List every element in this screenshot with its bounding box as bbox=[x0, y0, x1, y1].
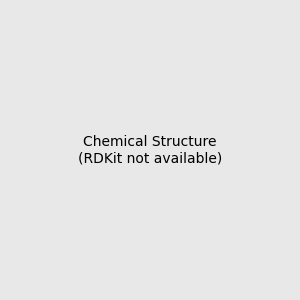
Text: Chemical Structure
(RDKit not available): Chemical Structure (RDKit not available) bbox=[78, 135, 222, 165]
